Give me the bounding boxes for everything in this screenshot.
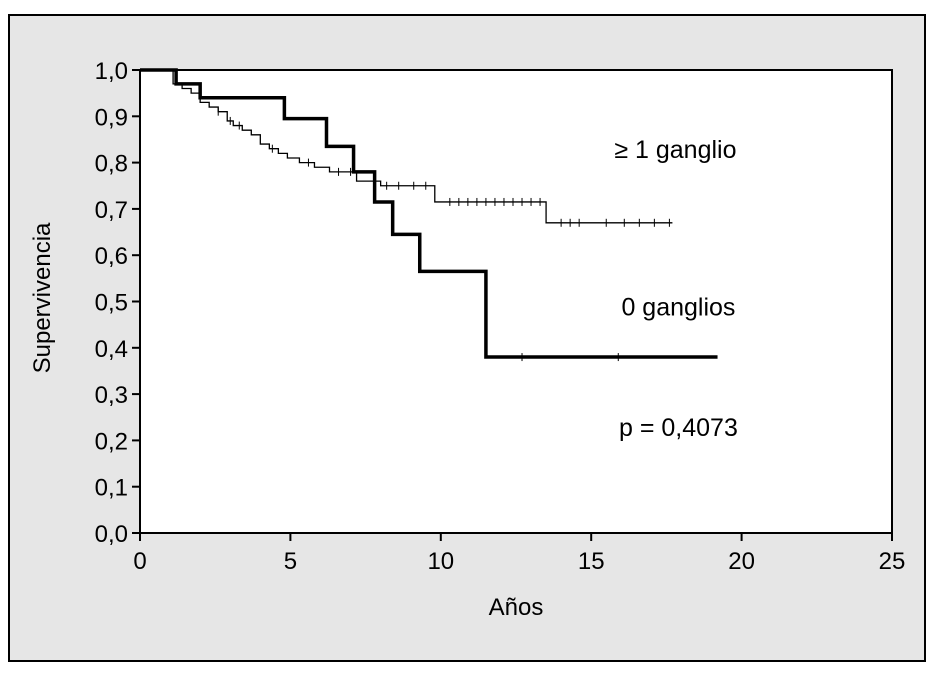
x-axis: 0 5 10 15 20 25 (133, 533, 905, 575)
y-tick-label: 0,3 (95, 382, 128, 409)
y-axis-title: Supervivencia (29, 222, 56, 373)
x-tick-label: 5 (284, 548, 297, 575)
y-tick-label: 0,6 (95, 243, 128, 270)
y-tick-label: 1,0 (95, 58, 128, 85)
y-tick-label: 0,5 (95, 290, 128, 317)
label-0-ganglios: 0 ganglios (621, 293, 735, 321)
y-tick-label: 0,1 (95, 475, 128, 502)
y-axis: 0,0 0,1 0,2 0,3 0,4 0,5 0,6 0,7 0,8 0,9 1,0 (95, 58, 140, 548)
x-tick-label: 15 (578, 548, 605, 575)
y-tick-label: 0,0 (95, 521, 128, 548)
annotation-layer: ≥ 1 ganglio 0 ganglios p = 0,4073 (614, 136, 738, 442)
y-tick-label: 0,4 (95, 336, 128, 363)
series-layer (140, 68, 718, 362)
series-0-ganglios-line (140, 68, 718, 359)
label-1-ganglio: ≥ 1 ganglio (614, 136, 736, 164)
y-tick-label: 0,9 (95, 104, 128, 131)
x-tick-label: 10 (427, 548, 454, 575)
x-tick-label: 25 (879, 548, 906, 575)
plot-area (139, 69, 893, 534)
y-tick-label: 0,7 (95, 197, 128, 224)
x-tick-label: 0 (133, 548, 146, 575)
x-axis-title: Años (489, 594, 544, 621)
p-value-label: p = 0,4073 (619, 414, 738, 442)
y-tick-label: 0,8 (95, 151, 128, 178)
x-tick-label: 20 (728, 548, 755, 575)
y-tick-label: 0,2 (95, 428, 128, 455)
